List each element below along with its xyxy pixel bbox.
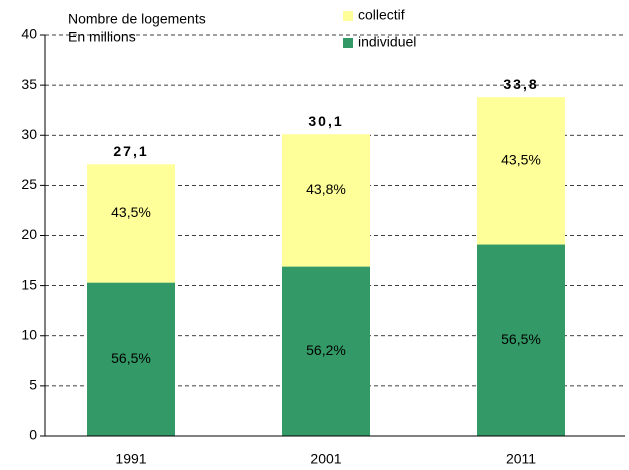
bar-segment — [282, 134, 370, 267]
total-label: 33,8 — [503, 76, 538, 92]
y-tick-label: 0 — [29, 427, 37, 443]
bar-segment — [282, 266, 370, 436]
segment-label: 56,2% — [306, 342, 346, 358]
x-tick-label: 2011 — [506, 451, 536, 467]
total-label: 27,1 — [113, 143, 148, 159]
segment-label: 43,5% — [111, 204, 151, 220]
y-tick-label: 40 — [21, 26, 37, 42]
y-tick-label: 25 — [21, 176, 37, 192]
x-tick-label: 2001 — [310, 451, 341, 467]
legend-label: individuel — [358, 34, 416, 50]
y-tick-label: 5 — [29, 377, 37, 393]
bar-segment — [87, 282, 175, 436]
bar-segment — [87, 164, 175, 283]
segment-label: 43,8% — [306, 181, 346, 197]
chart-title: Nombre de logements — [68, 11, 206, 27]
bar-segment — [477, 97, 565, 245]
legend-swatch — [343, 11, 353, 21]
legend-label: collectif — [358, 7, 405, 23]
chart-subtitle: En millions — [68, 29, 136, 45]
segment-label: 56,5% — [501, 331, 541, 347]
bar-segment — [477, 244, 565, 436]
y-tick-label: 10 — [21, 326, 37, 342]
y-tick-label: 20 — [21, 226, 37, 242]
segment-label: 56,5% — [111, 350, 151, 366]
y-tick-label: 15 — [21, 276, 37, 292]
total-label: 30,1 — [308, 113, 343, 129]
segment-label: 43,5% — [501, 152, 541, 168]
legend-swatch — [343, 38, 353, 48]
x-tick-label: 1991 — [115, 451, 146, 467]
y-tick-label: 30 — [21, 126, 37, 142]
y-tick-label: 35 — [21, 76, 37, 92]
